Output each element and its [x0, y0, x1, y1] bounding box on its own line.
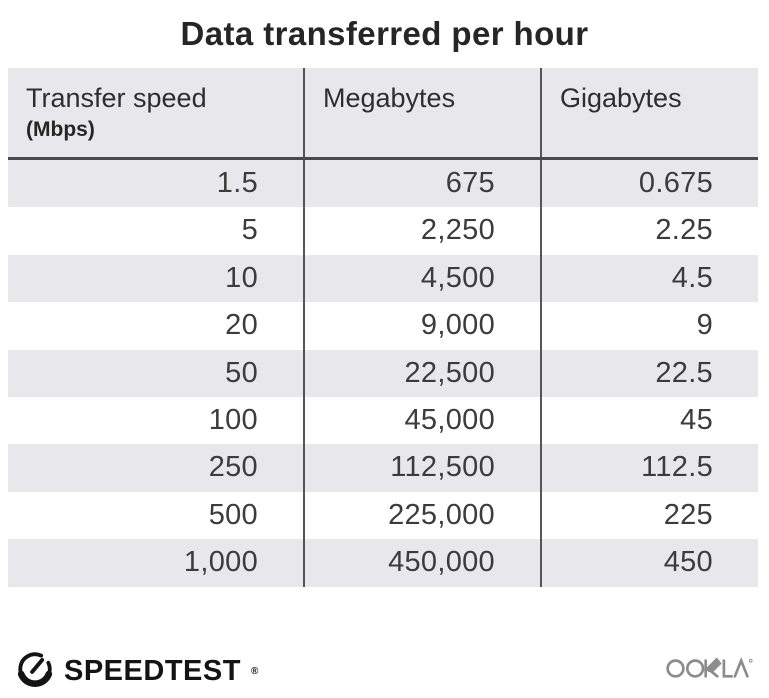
table-row: 10 4,500 4.5	[8, 254, 758, 303]
table-cell: 500	[208, 498, 258, 531]
table-row: 100 45,000 45	[8, 396, 758, 445]
table-row: 1.5 675 0.675	[8, 160, 758, 208]
page-title: Data transferred per hour	[180, 15, 589, 52]
table-cell: 225,000	[303, 491, 540, 540]
table-cell: 50	[225, 356, 258, 389]
column-header-label: Gigabytes	[560, 83, 682, 113]
table-cell: 2,250	[303, 207, 540, 255]
table-row: 50 22,500 22.5	[8, 349, 758, 397]
table-cell: 10	[225, 261, 258, 294]
table-row: 20 9,000 9	[8, 302, 758, 350]
table-row: 250 112,500 112.5	[8, 444, 758, 492]
footer: SPEEDTEST ®	[16, 650, 755, 693]
table-cell: 675	[303, 160, 540, 208]
table-header-row: Transfer speed (Mbps) Megabytes Gigabyte…	[8, 68, 758, 160]
table-cell: 45	[540, 396, 758, 445]
column-header-transfer-speed: Transfer speed (Mbps)	[8, 68, 303, 157]
column-header-unit: (Mbps)	[26, 118, 95, 141]
table-cell: 2.25	[540, 207, 758, 255]
speedtest-wordmark: SPEEDTEST	[64, 655, 241, 687]
table-row: 500 225,000 225	[8, 491, 758, 540]
table-cell: 1,000	[183, 546, 258, 579]
speedtest-logo: SPEEDTEST ®	[16, 650, 258, 693]
table-cell: 9,000	[303, 302, 540, 350]
column-header-label: Transfer speed	[26, 83, 207, 113]
table-cell: 450	[540, 539, 758, 587]
table-cell: 112,500	[303, 444, 540, 492]
data-table: Transfer speed (Mbps) Megabytes Gigabyte…	[8, 68, 758, 587]
table-cell: 22,500	[303, 349, 540, 397]
table-row: 1,000 450,000 450	[8, 539, 758, 587]
column-header-label: Megabytes	[323, 83, 456, 113]
table-cell: 45,000	[303, 396, 540, 445]
table-cell: 100	[208, 403, 258, 436]
table-cell: 4,500	[303, 254, 540, 303]
table-cell: 5	[241, 214, 258, 247]
registered-trademark-symbol: ®	[250, 666, 259, 677]
table-cell: 250	[208, 451, 258, 484]
table-cell: 450,000	[303, 539, 540, 587]
table-cell: 9	[540, 302, 758, 350]
table-cell: 1.5	[216, 167, 258, 199]
table-cell: 4.5	[540, 254, 758, 303]
table-cell: 225	[540, 491, 758, 540]
table-cell: 0.675	[540, 160, 758, 208]
table-cell: 22.5	[540, 349, 758, 397]
table-cell: 20	[225, 309, 258, 342]
column-header-gigabytes: Gigabytes	[540, 68, 758, 157]
table-cell: 112.5	[540, 444, 758, 492]
table-row: 5 2,250 2.25	[8, 207, 758, 255]
table-body: 1.5 675 0.675 5 2,250 2.25 10 4,500 4.5	[8, 160, 758, 587]
speedometer-gauge-icon	[16, 650, 54, 693]
ookla-logo	[665, 656, 755, 684]
column-header-megabytes: Megabytes	[303, 68, 540, 157]
ookla-wordmark-icon	[665, 656, 755, 683]
